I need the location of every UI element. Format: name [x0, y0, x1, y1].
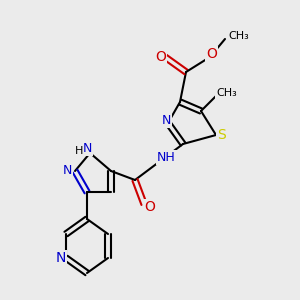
Text: H: H — [74, 146, 83, 157]
Text: N: N — [162, 113, 171, 127]
Text: O: O — [155, 50, 166, 64]
Text: CH₃: CH₃ — [228, 31, 249, 41]
Text: O: O — [206, 47, 217, 61]
Text: N: N — [63, 164, 72, 178]
Text: N: N — [56, 251, 66, 265]
Text: S: S — [217, 128, 226, 142]
Text: O: O — [145, 200, 155, 214]
Text: N: N — [82, 142, 92, 155]
Text: CH₃: CH₃ — [216, 88, 237, 98]
Text: NH: NH — [157, 151, 176, 164]
